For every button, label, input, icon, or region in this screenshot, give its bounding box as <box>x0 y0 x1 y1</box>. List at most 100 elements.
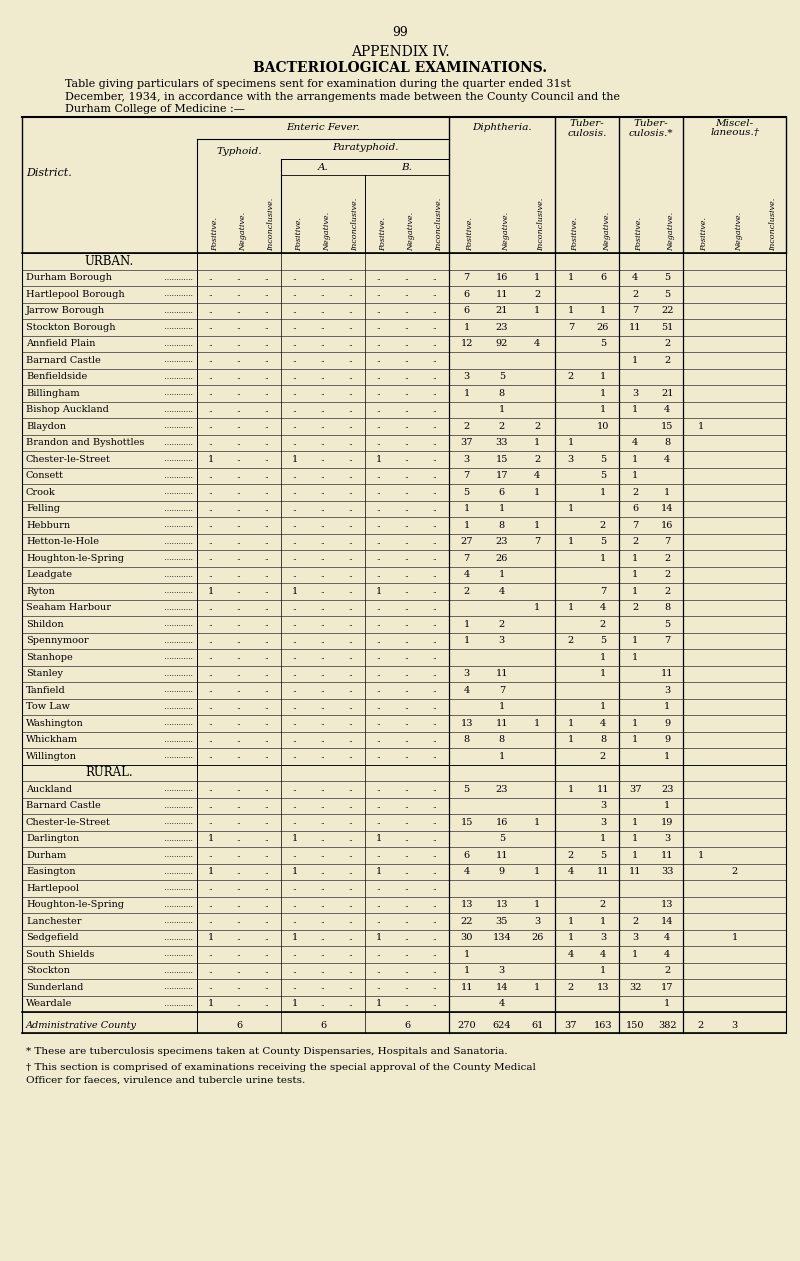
Text: ..: .. <box>433 702 438 711</box>
Text: 2: 2 <box>664 554 670 562</box>
Text: 6: 6 <box>499 488 505 497</box>
Text: ..: .. <box>209 521 214 530</box>
Text: ..: .. <box>265 851 270 859</box>
Text: 13: 13 <box>460 900 473 909</box>
Text: Ryton: Ryton <box>26 586 54 595</box>
Text: 1: 1 <box>534 521 540 530</box>
Text: ..: .. <box>377 439 382 446</box>
Text: ..: .. <box>293 753 298 760</box>
Text: 19: 19 <box>661 817 674 827</box>
Text: 5: 5 <box>664 274 670 282</box>
Text: ..: .. <box>209 357 214 364</box>
Text: ..: .. <box>321 521 326 530</box>
Text: ..: .. <box>265 472 270 479</box>
Text: RURAL.: RURAL. <box>86 767 134 779</box>
Text: 5: 5 <box>463 488 470 497</box>
Text: 4: 4 <box>463 868 470 876</box>
Text: Typhoid.: Typhoid. <box>216 146 262 155</box>
Text: Billingham: Billingham <box>26 388 80 397</box>
Text: ..: .. <box>265 390 270 397</box>
Text: Miscel-: Miscel- <box>716 120 754 129</box>
Text: ..: .. <box>349 339 354 348</box>
Text: Durham: Durham <box>26 851 66 860</box>
Text: ..: .. <box>377 504 382 513</box>
Text: ..: .. <box>377 555 382 562</box>
Text: ............: ............ <box>162 571 193 579</box>
Text: ..: .. <box>265 818 270 826</box>
Text: 6: 6 <box>463 851 470 860</box>
Text: 1: 1 <box>568 784 574 793</box>
Text: 4: 4 <box>632 274 638 282</box>
Text: 2: 2 <box>664 586 670 595</box>
Text: 134: 134 <box>493 933 511 942</box>
Text: ..: .. <box>377 373 382 381</box>
Text: ..: .. <box>349 719 354 728</box>
Text: 2: 2 <box>600 900 606 909</box>
Text: ..: .. <box>405 818 410 826</box>
Text: ..: .. <box>377 702 382 711</box>
Text: ..: .. <box>377 339 382 348</box>
Text: ..: .. <box>293 555 298 562</box>
Text: 15: 15 <box>461 817 473 827</box>
Text: 4: 4 <box>498 999 505 1009</box>
Text: ............: ............ <box>162 274 193 281</box>
Text: 2: 2 <box>664 356 670 364</box>
Text: ..: .. <box>377 521 382 530</box>
Text: ..: .. <box>209 719 214 728</box>
Text: ............: ............ <box>162 555 193 562</box>
Text: ..: .. <box>237 868 242 875</box>
Text: 5: 5 <box>664 619 670 629</box>
Text: 1: 1 <box>600 554 606 562</box>
Text: ..: .. <box>265 653 270 661</box>
Text: ..: .. <box>405 984 410 991</box>
Text: culosis.*: culosis.* <box>629 129 674 137</box>
Text: ..: .. <box>265 521 270 530</box>
Text: 1: 1 <box>664 488 670 497</box>
Text: 1: 1 <box>534 603 540 613</box>
Text: ..: .. <box>405 753 410 760</box>
Text: ..: .. <box>321 373 326 381</box>
Text: ..: .. <box>321 753 326 760</box>
Text: Positive.: Positive. <box>635 217 643 251</box>
Text: 21: 21 <box>496 306 508 315</box>
Text: ..: .. <box>293 472 298 479</box>
Text: 1: 1 <box>463 388 470 397</box>
Text: 30: 30 <box>461 933 473 942</box>
Text: 1: 1 <box>632 356 638 364</box>
Text: A.: A. <box>318 163 328 171</box>
Text: ............: ............ <box>162 735 193 744</box>
Text: ..: .. <box>349 951 354 958</box>
Text: ..: .. <box>293 439 298 446</box>
Text: 5: 5 <box>600 637 606 646</box>
Text: 1: 1 <box>498 504 505 513</box>
Text: ..: .. <box>293 802 298 810</box>
Text: ............: ............ <box>162 422 193 430</box>
Text: ..: .. <box>349 439 354 446</box>
Text: ..: .. <box>237 339 242 348</box>
Text: 1: 1 <box>534 274 540 282</box>
Text: ..: .. <box>349 637 354 644</box>
Text: ..: .. <box>237 406 242 414</box>
Text: ..: .. <box>237 439 242 446</box>
Text: ..: .. <box>377 604 382 612</box>
Text: 12: 12 <box>460 339 473 348</box>
Text: 11: 11 <box>496 719 508 728</box>
Text: ..: .. <box>237 637 242 644</box>
Text: Durham College of Medicine :—: Durham College of Medicine :— <box>65 103 245 113</box>
Text: ..: .. <box>405 1000 410 1008</box>
Text: ..: .. <box>377 851 382 859</box>
Text: 2: 2 <box>664 339 670 348</box>
Text: ..: .. <box>265 1000 270 1008</box>
Text: Auckland: Auckland <box>26 784 72 793</box>
Text: ..: .. <box>265 306 270 315</box>
Text: ..: .. <box>349 620 354 628</box>
Text: ..: .. <box>237 1000 242 1008</box>
Text: ..: .. <box>349 290 354 299</box>
Text: 4: 4 <box>632 439 638 448</box>
Text: ............: ............ <box>162 951 193 958</box>
Text: ..: .. <box>265 686 270 695</box>
Text: 3: 3 <box>498 966 505 975</box>
Text: 5: 5 <box>600 339 606 348</box>
Text: ..: .. <box>377 900 382 909</box>
Text: Tuber-: Tuber- <box>634 120 669 129</box>
